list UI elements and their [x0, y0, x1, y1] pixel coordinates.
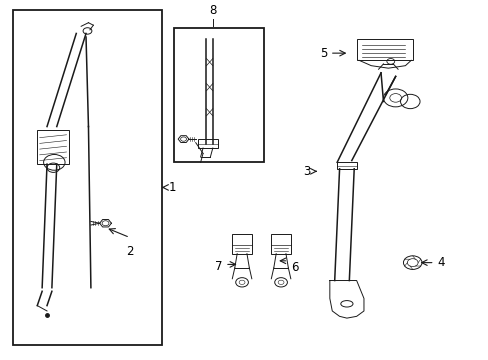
Bar — [198, 139, 217, 148]
Text: 8: 8 — [209, 4, 216, 17]
Text: 6: 6 — [290, 261, 298, 274]
Text: 3: 3 — [303, 165, 310, 178]
Text: 1: 1 — [168, 181, 176, 194]
Bar — [37, 130, 69, 164]
Bar — [271, 234, 290, 254]
Text: 5: 5 — [319, 47, 327, 60]
Bar — [173, 28, 264, 162]
Bar — [336, 162, 356, 169]
Text: 7: 7 — [215, 260, 222, 273]
Text: 2: 2 — [126, 245, 133, 258]
Bar — [232, 234, 251, 254]
Bar — [13, 10, 161, 345]
Text: 4: 4 — [436, 256, 444, 269]
Bar — [356, 39, 412, 60]
